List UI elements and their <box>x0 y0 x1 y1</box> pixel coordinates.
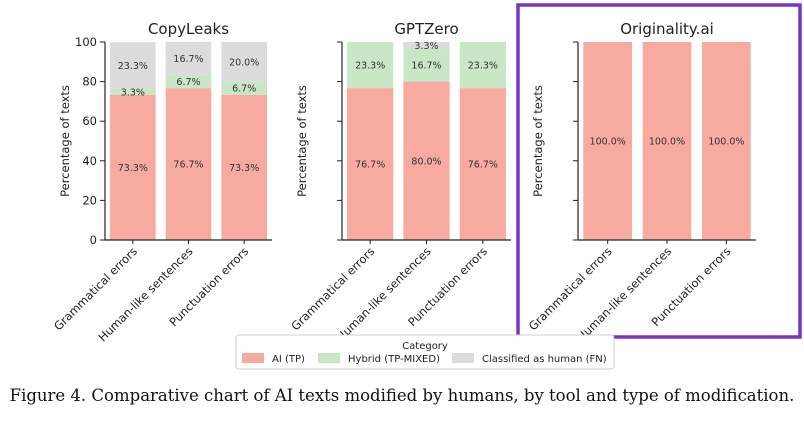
gptzero-data-label: 23.3% <box>468 61 498 72</box>
gptzero-title: GPTZero <box>394 20 458 38</box>
gptzero-bar-grammatical-errors-ai-tp <box>347 88 394 240</box>
copyleaks-y-tick-label: 60 <box>82 114 97 128</box>
legend-label-ai-tp: AI (TP) <box>272 354 305 365</box>
originality-ai-data-label: 100.0% <box>649 137 685 148</box>
copyleaks-y-tick-label: 0 <box>90 233 97 247</box>
copyleaks-bar-human-like-sentences-ai-tp <box>165 88 212 240</box>
copyleaks-y-axis-label: Percentage of texts <box>58 85 72 197</box>
gptzero-bar-human-like-sentences-classified-as-human-fn <box>403 42 450 49</box>
highlight-border <box>516 3 802 339</box>
originality-ai-bar-human-like-sentences-ai-tp <box>642 42 692 240</box>
originality-ai-bar-punctuation-errors-ai-tp <box>702 42 751 240</box>
gptzero-bar-punctuation-errors-ai-tp <box>459 88 506 240</box>
copyleaks-bar-grammatical-errors-ai-tp <box>110 94 156 240</box>
copyleaks-data-label: 73.3% <box>118 163 148 174</box>
gptzero-data-label: 76.7% <box>355 160 385 171</box>
gptzero-data-label: 16.7% <box>411 61 441 72</box>
gptzero-y-axis-label: Percentage of texts <box>295 85 309 197</box>
copyleaks-data-label: 16.7% <box>173 54 203 65</box>
copyleaks-data-label: 76.7% <box>173 160 203 171</box>
gptzero-data-label: 76.7% <box>468 160 498 171</box>
copyleaks-data-label: 20.0% <box>229 57 259 68</box>
copyleaks-y-tick-label: 20 <box>82 193 97 207</box>
copyleaks-title: CopyLeaks <box>148 20 229 38</box>
legend-swatch-hybrid-tp-mixed <box>318 353 340 363</box>
copyleaks-data-label: 23.3% <box>118 61 148 72</box>
figure-caption: Figure 4. Comparative chart of AI texts … <box>9 386 795 405</box>
copyleaks-y-tick-label: 100 <box>75 35 97 49</box>
gptzero-data-label: 3.3% <box>414 41 438 52</box>
chart-panels: CopyLeaks Percentage of texts 0 20 40 60 80 100… <box>51 20 756 344</box>
legend-title: Category <box>402 341 448 352</box>
copyleaks-bar-punctuation-errors-ai-tp <box>221 94 267 240</box>
copyleaks-bar-human-like-sentences-hybrid-tp-mixed <box>165 74 212 89</box>
gptzero-bar-human-like-sentences-hybrid-tp-mixed <box>403 48 450 82</box>
legend: Category AI (TP) Hybrid (TP-MIXED) Classifi… <box>235 334 615 370</box>
copyleaks-data-label: 3.3% <box>121 87 145 98</box>
copyleaks-bar-grammatical-errors-hybrid-tp-mixed <box>110 88 156 95</box>
chart-copyleaks: CopyLeaks Percentage of texts 0 20 40 60 80 100… <box>51 20 272 344</box>
copyleaks-data-label: 73.3% <box>229 163 259 174</box>
originality-ai-data-label: 100.0% <box>590 137 626 148</box>
gptzero-x-tick-label: Human-like sentences <box>333 244 433 344</box>
copyleaks-data-label: 6.7% <box>176 77 200 88</box>
copyleaks-y-tick-label: 80 <box>82 75 97 89</box>
originality-ai-y-axis-label: Percentage of texts <box>531 85 545 197</box>
legend-label-hybrid-tp-mixed: Hybrid (TP-MIXED) <box>348 354 440 365</box>
copyleaks-x-tick-label: Human-like sentences <box>95 244 195 344</box>
copyleaks-bar-punctuation-errors-classified-as-human-fn <box>221 42 267 82</box>
originality-ai-title: Originality.ai <box>620 20 714 38</box>
copyleaks-data-label: 6.7% <box>232 84 256 95</box>
gptzero-bar-human-like-sentences-ai-tp <box>403 81 450 240</box>
gptzero-bar-punctuation-errors-hybrid-tp-mixed <box>459 42 506 89</box>
originality-ai-data-label: 100.0% <box>708 137 744 148</box>
gptzero-bar-grammatical-errors-hybrid-tp-mixed <box>347 42 394 89</box>
copyleaks-bar-punctuation-errors-hybrid-tp-mixed <box>221 81 267 95</box>
legend-swatch-classified-as-human-fn <box>452 353 474 363</box>
gptzero-data-label: 80.0% <box>411 156 441 167</box>
gptzero-data-label: 23.3% <box>355 61 385 72</box>
legend-label-classified-as-human-fn: Classified as human (FN) <box>482 354 607 365</box>
copyleaks-y-tick-label: 40 <box>82 154 97 168</box>
copyleaks-bar-human-like-sentences-classified-as-human-fn <box>165 41 212 75</box>
copyleaks-bar-grammatical-errors-classified-as-human-fn <box>110 42 156 89</box>
legend-swatch-ai-tp <box>242 353 264 363</box>
originality-ai-bar-grammatical-errors-ai-tp <box>583 42 632 240</box>
